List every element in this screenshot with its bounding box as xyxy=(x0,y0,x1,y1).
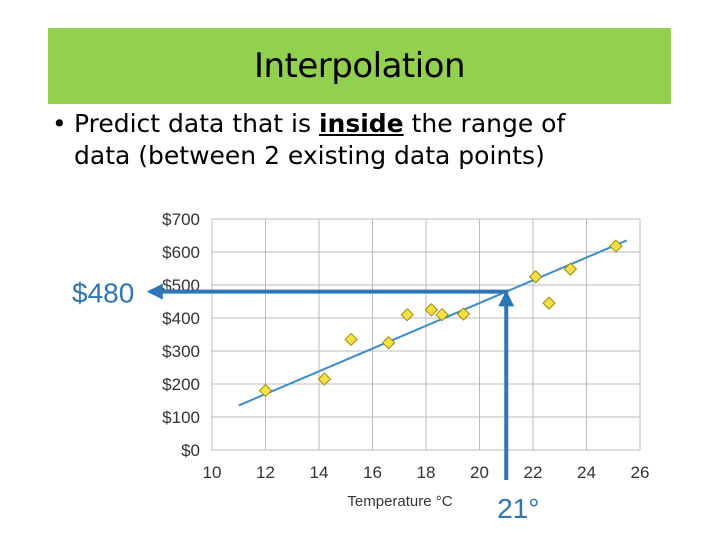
y-tick-label: $200 xyxy=(162,375,200,394)
x-tick-label: 26 xyxy=(631,463,650,482)
y-tick-label: $100 xyxy=(162,408,200,427)
y-tick-label: $400 xyxy=(162,309,200,328)
x-tick-label: 14 xyxy=(310,463,329,482)
chart-grid xyxy=(211,218,641,451)
x-callout-label: 21° xyxy=(497,493,539,524)
data-point xyxy=(344,332,358,347)
bullet-point: • Predict data that is inside the range o… xyxy=(52,108,672,172)
data-point xyxy=(528,270,543,284)
y-callout-label: $480 xyxy=(72,278,134,309)
y-tick-label: $300 xyxy=(162,342,200,361)
data-point xyxy=(542,296,556,310)
data-point xyxy=(456,307,471,321)
data-point xyxy=(435,307,449,322)
bullet-text-post: the range of xyxy=(403,109,566,138)
x-tick-label: 16 xyxy=(363,463,382,482)
x-tick-label: 12 xyxy=(256,463,275,482)
x-tick-label: 18 xyxy=(417,463,436,482)
data-point xyxy=(424,303,439,317)
x-tick-label: 22 xyxy=(524,463,543,482)
data-point xyxy=(400,307,414,322)
data-point xyxy=(381,336,396,350)
data-point xyxy=(258,383,273,398)
x-axis-ticks: 10 12 14 16 18 20 22 24 26 xyxy=(203,463,650,482)
data-points xyxy=(258,239,623,398)
data-point xyxy=(609,239,623,253)
x-tick-label: 24 xyxy=(577,463,596,482)
y-tick-label: $600 xyxy=(162,243,200,262)
y-tick-label: $0 xyxy=(181,441,200,460)
bullet-text-pre: Predict data that is xyxy=(74,109,319,138)
slide-title: Interpolation xyxy=(253,46,466,86)
bullet-text-emphasis: inside xyxy=(318,109,404,138)
title-bar: Interpolation xyxy=(48,28,671,104)
trend-line xyxy=(238,239,628,407)
bullet-text-line2: data (between 2 existing data points) xyxy=(74,141,545,170)
x-tick-label: 10 xyxy=(203,463,222,482)
y-axis-ticks: $0$100$200$300$400$500$600$700 xyxy=(162,210,200,460)
x-axis-title: Temperature °C xyxy=(347,493,452,510)
x-tick-label: 20 xyxy=(470,463,489,482)
data-point xyxy=(563,262,578,276)
y-tick-label: $700 xyxy=(162,210,200,229)
data-point xyxy=(317,372,332,386)
bullet-dot: • xyxy=(52,109,67,138)
